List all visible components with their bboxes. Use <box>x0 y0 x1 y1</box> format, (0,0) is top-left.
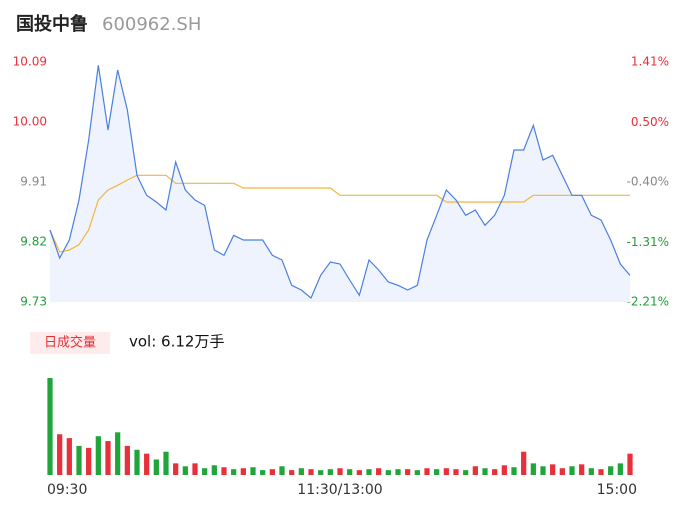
volume-bar <box>231 469 237 475</box>
volume-bar <box>424 468 430 475</box>
average-line <box>49 174 630 253</box>
y2-tick-label: -1.31% <box>627 235 669 249</box>
volume-bar <box>453 469 459 475</box>
volume-bar <box>221 467 227 475</box>
volume-bar <box>308 469 314 475</box>
volume-bar <box>347 469 353 475</box>
price-line <box>49 65 631 299</box>
volume-bar <box>579 464 585 475</box>
volume-bar <box>318 470 324 475</box>
volume-bar <box>608 466 614 475</box>
volume-bar <box>163 451 169 475</box>
volume-bar <box>279 466 285 475</box>
volume-bar <box>550 464 556 475</box>
volume-bar <box>434 469 440 475</box>
volume-bar <box>569 466 575 475</box>
y2-tick-label: -0.40% <box>627 175 669 189</box>
volume-bar <box>47 378 53 475</box>
volume-title: 日成交量 <box>44 335 96 351</box>
volume-bar <box>202 468 208 475</box>
volume-bar <box>405 469 411 475</box>
y-tick-label: 9.91 <box>20 175 47 189</box>
volume-bar <box>153 459 159 475</box>
volume-bar <box>144 453 150 475</box>
volume-bar <box>540 466 546 475</box>
volume-bar <box>443 468 449 475</box>
volume-bar <box>356 470 362 475</box>
volume-bar <box>269 469 275 475</box>
volume-badge <box>30 332 110 354</box>
volume-bar <box>182 466 188 475</box>
volume-bar <box>617 463 623 475</box>
volume-bar <box>414 470 420 475</box>
price-area <box>50 65 630 302</box>
volume-bar <box>115 432 121 475</box>
volume-bar <box>298 468 304 475</box>
volume-bar <box>463 470 469 475</box>
volume-bar <box>501 465 507 475</box>
volume-bar <box>57 434 63 475</box>
volume-bar <box>385 470 391 475</box>
y2-tick-label: 1.41% <box>631 55 669 69</box>
volume-bar <box>105 441 111 475</box>
volume-bar <box>211 465 217 475</box>
y2-tick-label: 0.50% <box>631 115 669 129</box>
volume-bar <box>559 468 565 475</box>
y2-tick-label: -2.21% <box>627 295 669 309</box>
volume-bar <box>598 469 604 475</box>
y-tick-label: 10.00 <box>13 115 47 129</box>
x-tick-label: 11:30/13:00 <box>297 482 382 498</box>
volume-bar <box>395 469 401 475</box>
volume-bar <box>376 468 382 475</box>
volume-bar <box>289 470 295 475</box>
volume-bar <box>76 445 82 475</box>
volume-bar <box>492 469 498 475</box>
x-tick-label: 09:30 <box>47 482 87 498</box>
y-tick-label: 9.82 <box>20 235 47 249</box>
y-tick-label: 9.73 <box>20 295 47 309</box>
x-tick-label: 15:00 <box>597 482 637 498</box>
volume-bar <box>95 436 101 475</box>
volume-bar <box>66 438 72 475</box>
volume-bar <box>521 451 527 475</box>
stock-code: 600962.SH <box>102 14 201 35</box>
volume-bar <box>366 469 372 475</box>
stock-name: 国投中鲁 <box>16 13 88 35</box>
volume-bar <box>260 470 266 475</box>
volume-bar <box>511 467 517 475</box>
volume-bar <box>337 468 343 475</box>
volume-bar <box>627 453 633 475</box>
volume-bar <box>240 468 246 475</box>
volume-bar <box>530 463 536 475</box>
volume-bar <box>192 463 198 475</box>
volume-bar <box>134 449 140 475</box>
volume-bar <box>327 469 333 475</box>
volume-bar <box>588 468 594 475</box>
volume-bar <box>86 447 92 475</box>
volume-bar <box>124 445 130 475</box>
volume-label: vol: 6.12万手 <box>129 333 224 351</box>
volume-bar <box>173 463 179 475</box>
volume-bar <box>250 467 256 475</box>
volume-bar <box>472 466 478 475</box>
volume-bar <box>482 468 488 475</box>
y-tick-label: 10.09 <box>13 55 47 69</box>
